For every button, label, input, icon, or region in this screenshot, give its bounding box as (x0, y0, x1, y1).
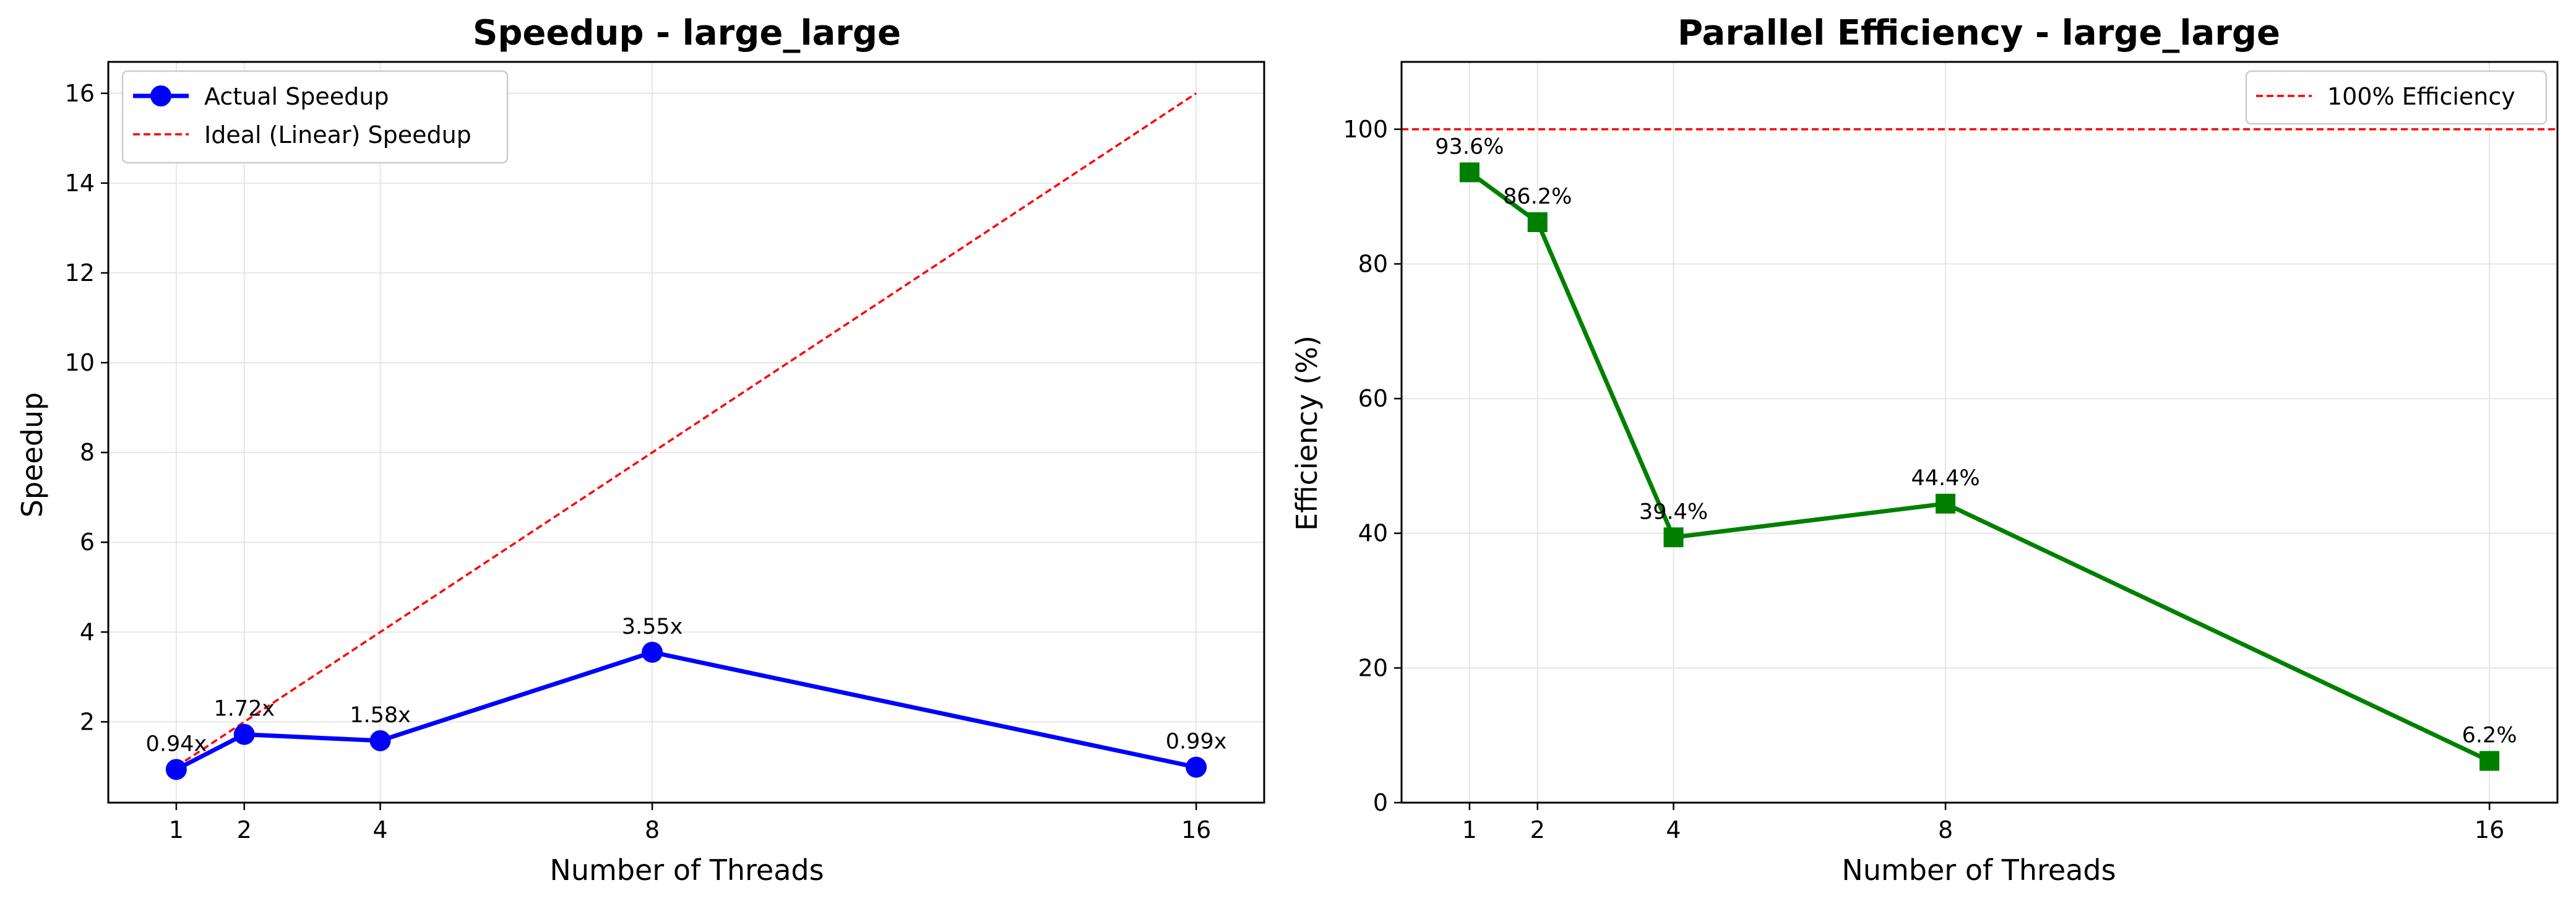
efficiency-data-labels: 93.6% 86.2% 39.4% 44.4% 6.2% (1435, 134, 2517, 748)
legend-actual-speedup-marker (150, 85, 171, 106)
legend-ideal-speedup-label: Ideal (Linear) Speedup (204, 121, 472, 149)
efficiency-data-label: 39.4% (1639, 499, 1708, 524)
speedup-data-label: 1.72x (213, 697, 275, 722)
speedup-data-label: 3.55x (622, 615, 683, 639)
speedup-chart-title: Speedup - large_large (473, 13, 901, 53)
efficiency-data-label: 6.2% (2462, 723, 2517, 748)
efficiency-y-tick-label: 40 (1358, 520, 1388, 547)
speedup-y-tick-label: 4 (80, 618, 95, 645)
efficiency-chart: Parallel Efficiency - large_large 93.6% 8… (1290, 13, 2559, 887)
efficiency-y-tick-label: 80 (1358, 250, 1388, 277)
efficiency-legend-box (2245, 70, 2548, 125)
efficiency-data-point (1663, 527, 1684, 548)
efficiency-data-point (2479, 751, 2500, 771)
efficiency-y-axis-ticks: 0 20 40 60 80 100 (1343, 116, 1402, 816)
speedup-y-tick-label: 10 (65, 349, 95, 376)
speedup-legend: Actual Speedup Ideal (Linear) Speedup (121, 70, 509, 164)
efficiency-y-tick-label: 0 (1373, 789, 1388, 816)
efficiency-x-axis-ticks: 1 2 4 8 16 (1462, 803, 2504, 843)
speedup-x-tick-label: 2 (237, 816, 252, 843)
efficiency-data-point (1459, 162, 1480, 183)
speedup-series-line-1 (175, 92, 1197, 768)
efficiency-x-tick-label: 8 (1938, 816, 1953, 843)
legend-100-efficiency-label: 100% Efficiency (2327, 83, 2515, 110)
speedup-data-point (642, 641, 663, 663)
efficiency-markers (1459, 162, 2500, 771)
efficiency-data-point (1527, 212, 1548, 232)
speedup-data-point (1186, 756, 1207, 778)
efficiency-data-point (1936, 493, 1956, 514)
speedup-y-tick-label: 8 (80, 439, 95, 466)
efficiency-y-tick-label: 20 (1358, 654, 1388, 681)
speedup-y-tick-label: 14 (65, 170, 95, 197)
efficiency-chart-title: Parallel Efficiency - large_large (1678, 13, 2280, 53)
speedup-y-axis-label: Speedup (15, 392, 49, 518)
speedup-data-label: 0.99x (1166, 730, 1227, 754)
speedup-data-point (165, 759, 187, 780)
efficiency-plot-frame (1400, 61, 2559, 804)
efficiency-x-tick-label: 4 (1666, 816, 1681, 843)
speedup-y-tick-label: 16 (65, 80, 95, 107)
speedup-legend-box (121, 70, 509, 164)
speedup-plot-frame (107, 61, 1265, 804)
efficiency-data-label: 93.6% (1435, 134, 1504, 159)
speedup-y-tick-label: 12 (65, 259, 95, 287)
efficiency-x-axis-label: Number of Threads (1842, 853, 2116, 887)
legend-actual-speedup-label: Actual Speedup (204, 83, 389, 110)
efficiency-data-label: 44.4% (1911, 466, 1979, 491)
speedup-x-tick-label: 8 (645, 816, 660, 843)
speedup-x-axis-ticks: 1 2 4 8 16 (169, 803, 1211, 843)
speedup-y-axis-ticks: 2 4 6 8 10 12 14 16 (65, 80, 108, 735)
speedup-x-tick-label: 4 (373, 816, 387, 843)
efficiency-legend: 100% Efficiency (2245, 70, 2548, 125)
speedup-data-point (233, 723, 255, 745)
efficiency-y-tick-label: 60 (1358, 385, 1388, 412)
efficiency-y-axis-label: Efficiency (%) (1290, 335, 1324, 531)
speedup-markers (165, 641, 1207, 780)
speedup-data-point (369, 730, 391, 751)
efficiency-data-label: 86.2% (1503, 184, 1572, 209)
speedup-y-tick-label: 2 (80, 708, 95, 735)
efficiency-x-tick-label: 1 (1462, 816, 1477, 843)
speedup-x-tick-label: 16 (1181, 816, 1211, 843)
speedup-x-axis-label: Number of Threads (549, 853, 824, 887)
speedup-y-tick-label: 6 (80, 528, 95, 556)
efficiency-x-tick-label: 16 (2475, 816, 2504, 843)
efficiency-y-tick-label: 100 (1343, 116, 1388, 143)
speedup-data-label: 1.58x (350, 703, 411, 728)
efficiency-x-tick-label: 2 (1530, 816, 1545, 843)
speedup-data-label: 0.94x (146, 731, 207, 756)
speedup-x-tick-label: 1 (169, 816, 184, 843)
